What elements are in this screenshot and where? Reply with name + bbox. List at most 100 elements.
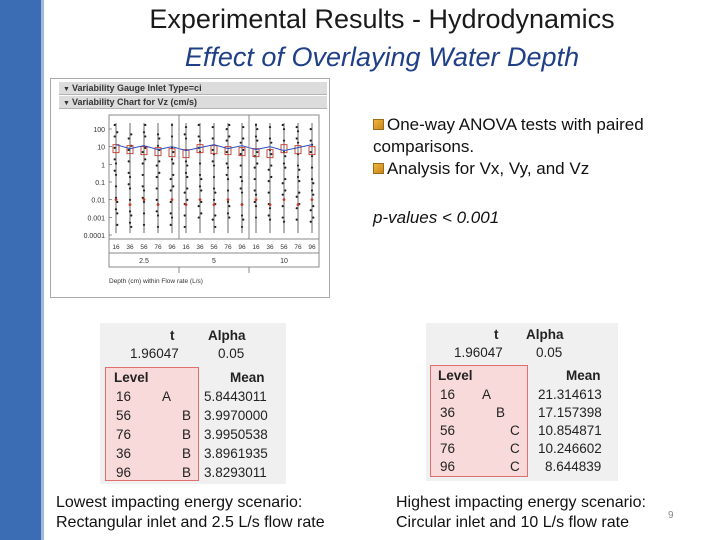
- box-mark: [280, 144, 288, 154]
- data-point: [144, 135, 147, 138]
- data-point: [127, 160, 130, 163]
- depth-tick-label: 16: [252, 244, 260, 251]
- data-point: [130, 225, 133, 229]
- level-highlight-box: [430, 365, 528, 477]
- row-group: C: [510, 441, 520, 456]
- collapse-triangle-icon[interactable]: ▼: [63, 100, 70, 107]
- data-point: [172, 185, 175, 188]
- data-point: [268, 137, 272, 140]
- data-point: [267, 168, 270, 171]
- data-point: [212, 175, 216, 179]
- data-point: [242, 218, 245, 221]
- outlier-point: [240, 203, 244, 207]
- data-point: [184, 137, 188, 140]
- bullet-square-icon: [373, 163, 384, 174]
- alpha-header: Alpha: [208, 328, 246, 343]
- data-point: [295, 137, 298, 140]
- level-header: Level: [438, 368, 473, 383]
- data-point: [239, 164, 242, 167]
- outlier-point: [310, 198, 314, 202]
- bullet-item: One-way ANOVA tests with paired comparis…: [373, 115, 644, 156]
- data-point: [116, 200, 119, 204]
- data-point: [310, 166, 314, 169]
- data-point: [198, 173, 202, 177]
- row-mean: 10.854871: [538, 423, 602, 438]
- data-point: [155, 210, 158, 213]
- data-point: [141, 196, 144, 199]
- row-level: 96: [116, 465, 132, 480]
- data-point: [228, 216, 231, 219]
- collapse-triangle-icon[interactable]: ▼: [63, 86, 70, 93]
- data-point: [267, 180, 270, 183]
- y-tick-label: 1: [101, 162, 105, 169]
- data-point: [186, 175, 189, 179]
- depth-tick-label: 56: [210, 244, 218, 251]
- row-mean: 21.314613: [538, 387, 602, 402]
- y-tick-label: 0.01: [91, 198, 105, 205]
- variability-chart: 100 10 1 0.1 0.01 0.001 0.0001 16 36 56 76 96 16 36 56…: [84, 114, 320, 285]
- y-tick-label: 0.0001: [84, 233, 106, 240]
- chart-header-gauge[interactable]: ▼ Variability Gauge Inlet Type=ci: [59, 82, 327, 95]
- data-point: [169, 200, 172, 204]
- row-group: B: [496, 405, 506, 420]
- data-point: [225, 173, 228, 177]
- data-point: [197, 123, 200, 127]
- data-point: [212, 198, 216, 201]
- data-point: [128, 175, 132, 179]
- data-point: [142, 200, 146, 204]
- box-mark: [224, 146, 232, 156]
- data-point: [270, 175, 273, 179]
- data-point: [197, 135, 200, 138]
- data-point: [312, 216, 315, 219]
- data-point: [128, 221, 132, 224]
- variability-chart-panel: 100 10 1 0.1 0.01 0.001 0.0001 16 36 56 76 96 16 36 56…: [50, 78, 330, 298]
- data-point: [253, 166, 256, 169]
- data-point: [200, 200, 203, 204]
- data-point: [310, 177, 314, 181]
- data-point: [240, 214, 244, 217]
- data-point: [310, 189, 314, 192]
- box-mark: [238, 147, 246, 157]
- data-point: [141, 185, 144, 188]
- data-point: [309, 128, 312, 131]
- data-point: [242, 148, 245, 152]
- outlier-point: [226, 198, 230, 202]
- data-point: [170, 123, 174, 127]
- caption-highest: Highest impacting energy scenario: Circu…: [396, 494, 646, 531]
- data-point: [226, 177, 230, 181]
- data-point: [226, 212, 230, 215]
- data-point: [281, 182, 284, 185]
- data-point: [156, 225, 160, 229]
- data-point: [158, 171, 161, 174]
- data-point: [183, 191, 186, 194]
- data-point: [116, 223, 119, 226]
- data-point: [239, 187, 242, 190]
- data-point: [170, 135, 174, 138]
- data-point: [282, 128, 286, 131]
- data-point: [116, 212, 119, 215]
- data-point: [212, 164, 216, 167]
- data-point: [128, 187, 132, 190]
- data-point: [242, 137, 245, 140]
- data-point: [214, 191, 217, 194]
- data-point: [240, 180, 244, 183]
- data-point: [256, 150, 259, 154]
- level-header: Level: [114, 370, 149, 385]
- data-point: [282, 139, 286, 142]
- anova-table-lowest: t Alpha 1.96047 0.05 Level Mean 16 A 5.8…: [100, 323, 286, 484]
- anova-table-highest: t Alpha 1.96047 0.05 Level Mean 16 A 21.…: [426, 323, 618, 481]
- data-point: [239, 141, 242, 144]
- data-point: [183, 214, 186, 217]
- data-point: [312, 193, 315, 196]
- outlier-point: [282, 198, 286, 202]
- data-point: [127, 183, 130, 186]
- mean-header: Mean: [230, 370, 265, 385]
- data-point: [144, 158, 147, 161]
- chart-header-variability[interactable]: ▼ Variability Chart for Vz (cm/s): [59, 96, 327, 109]
- data-point: [281, 216, 284, 219]
- data-point: [155, 187, 158, 190]
- data-point: [114, 208, 118, 211]
- data-point: [144, 123, 147, 127]
- level-highlight-box: [105, 367, 199, 481]
- data-point: [169, 177, 172, 181]
